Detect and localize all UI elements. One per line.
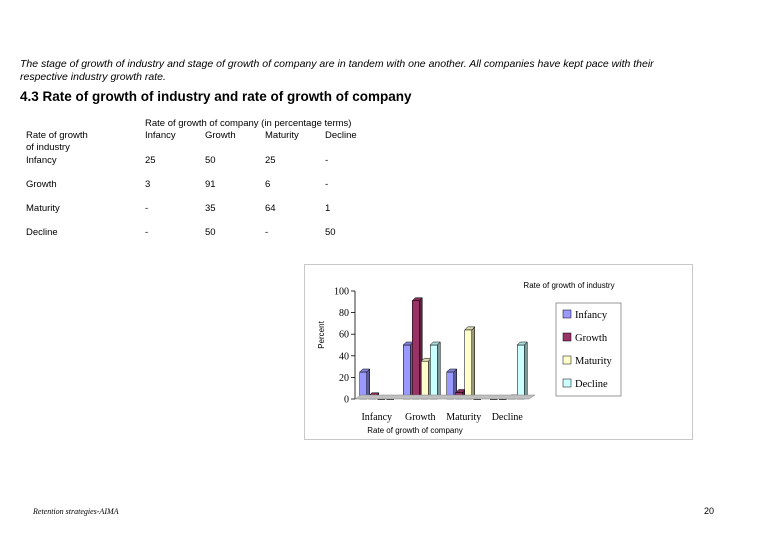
row-label-decline: Decline <box>26 227 58 238</box>
table-cell: - <box>145 203 149 214</box>
column-header-growth: Growth <box>205 130 236 141</box>
bar <box>359 368 371 400</box>
bar <box>429 341 441 400</box>
y-axis-label: Percent <box>317 320 326 348</box>
bar-front <box>412 300 420 400</box>
table-cell: 6 <box>265 179 271 190</box>
table-cell: 25 <box>265 155 276 166</box>
intro-paragraph: The stage of growth of industry and stag… <box>20 58 654 83</box>
table-cell: 50 <box>205 227 216 238</box>
table-cell: 50 <box>325 227 336 238</box>
chart-title: Rate of growth of industry <box>523 281 614 290</box>
column-header-infancy: Infancy <box>145 130 176 141</box>
table-cell: - <box>325 155 329 166</box>
bar <box>516 341 528 400</box>
bar-front <box>517 344 525 400</box>
x-axis-label: Rate of growth of company <box>367 426 463 435</box>
bar <box>402 341 414 400</box>
bar-top <box>359 368 371 373</box>
bar-top <box>516 341 528 346</box>
bar <box>446 368 458 400</box>
legend-label: Decline <box>575 379 608 390</box>
bar-top <box>411 297 423 301</box>
table-cell: 91 <box>205 179 216 190</box>
bar-front <box>421 360 429 400</box>
bar-side <box>366 368 370 400</box>
bar-side <box>524 341 528 400</box>
x-tick-label: Growth <box>405 412 436 423</box>
row-label-infancy: Infancy <box>26 155 57 166</box>
legend-swatch <box>562 355 572 365</box>
legend-swatch <box>562 378 572 388</box>
row-label-growth: Growth <box>26 179 57 190</box>
bar-front <box>430 344 438 400</box>
y-tick-label: 40 <box>339 351 349 362</box>
table-cell: 64 <box>265 203 276 214</box>
table-cell: 1 <box>325 203 331 214</box>
x-tick-label: Decline <box>492 412 524 423</box>
table-cell: 50 <box>205 155 216 166</box>
legend-label: Growth <box>575 333 608 344</box>
bar-top <box>446 368 458 373</box>
bar <box>411 297 423 400</box>
footer-source: Retention strategies-AIMA <box>33 507 119 516</box>
legend-swatch <box>562 309 572 319</box>
page-number: 20 <box>704 506 715 516</box>
legend-label: Infancy <box>575 310 608 321</box>
bar-top <box>429 341 441 346</box>
column-header-maturity: Maturity <box>265 130 299 141</box>
bar-front <box>403 344 411 400</box>
y-tick-label: 100 <box>334 287 349 298</box>
table-cell: - <box>265 227 269 238</box>
chart-floor <box>354 394 536 400</box>
table-cell: - <box>325 179 329 190</box>
bar-side <box>437 341 441 400</box>
y-tick-label: 60 <box>339 330 349 341</box>
bar-top <box>464 326 476 331</box>
bar <box>464 326 476 400</box>
y-tick-label: 80 <box>339 308 349 319</box>
section-heading: 4.3 Rate of growth of industry and rate … <box>20 89 412 104</box>
bar-chart-panel: Rate of growth of industry Percent Rate … <box>304 264 693 440</box>
table-cell: 3 <box>145 179 151 190</box>
bar-front <box>464 329 472 400</box>
row-header-line1: Rate of growth <box>26 130 88 141</box>
x-tick-label: Maturity <box>446 412 481 423</box>
x-tick-label: Infancy <box>361 412 392 423</box>
table-cell: 35 <box>205 203 216 214</box>
legend-label: Maturity <box>575 356 612 367</box>
legend-swatch <box>562 332 572 342</box>
column-group-header: Rate of growth of company (in percentage… <box>145 118 352 129</box>
y-tick-label: 20 <box>339 373 349 384</box>
bar <box>420 357 432 400</box>
table-cell: 25 <box>145 155 156 166</box>
bar-chart: Rate of growth of industry Percent Rate … <box>317 281 622 435</box>
row-header-line2: of industry <box>26 142 70 153</box>
y-tick-label: 0 <box>344 395 349 406</box>
table-cell: - <box>145 227 149 238</box>
bar-side <box>471 326 475 400</box>
row-label-maturity: Maturity <box>26 203 60 214</box>
column-header-decline: Decline <box>325 130 357 141</box>
